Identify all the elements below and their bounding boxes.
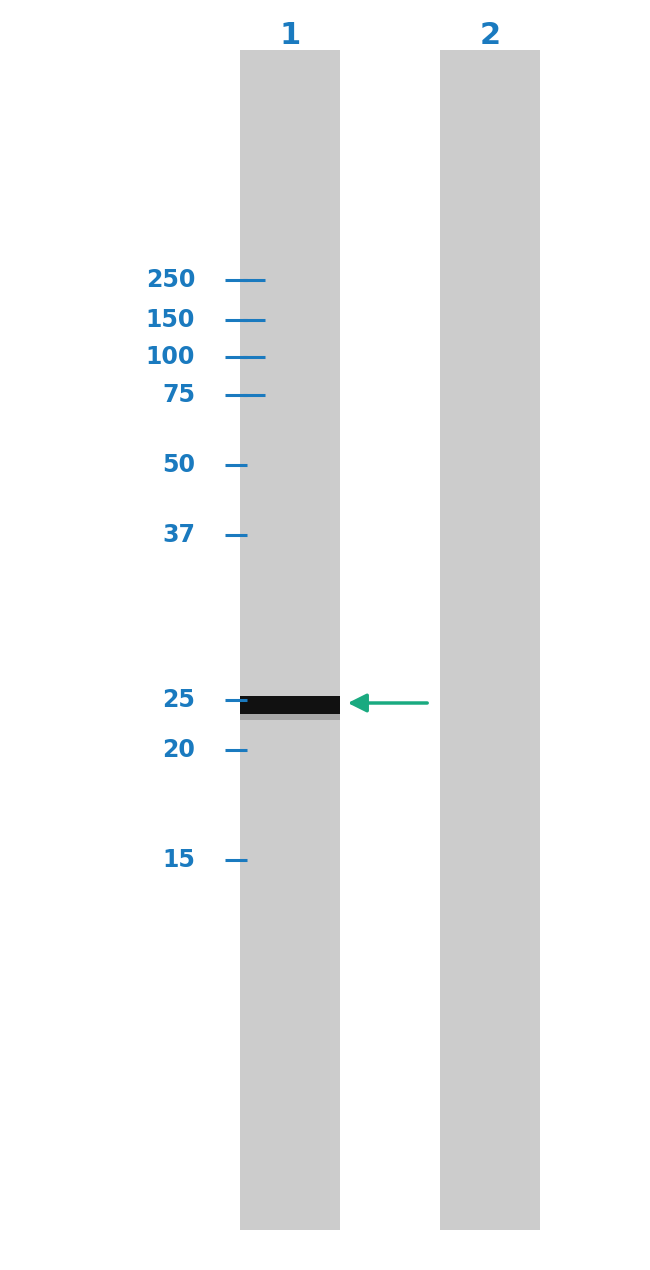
Text: 37: 37: [162, 523, 195, 547]
Text: 25: 25: [162, 688, 195, 712]
Text: 20: 20: [162, 738, 195, 762]
Bar: [240, 696, 340, 714]
Bar: [240, 714, 340, 720]
Text: 75: 75: [162, 384, 195, 406]
Bar: [240, 50, 340, 1231]
Text: 100: 100: [146, 345, 195, 370]
Text: 15: 15: [162, 848, 195, 872]
Text: 150: 150: [146, 309, 195, 331]
Text: 1: 1: [280, 20, 300, 50]
Text: 2: 2: [480, 20, 500, 50]
Text: 50: 50: [162, 453, 195, 478]
Bar: [440, 50, 540, 1231]
Text: 250: 250: [146, 268, 195, 292]
